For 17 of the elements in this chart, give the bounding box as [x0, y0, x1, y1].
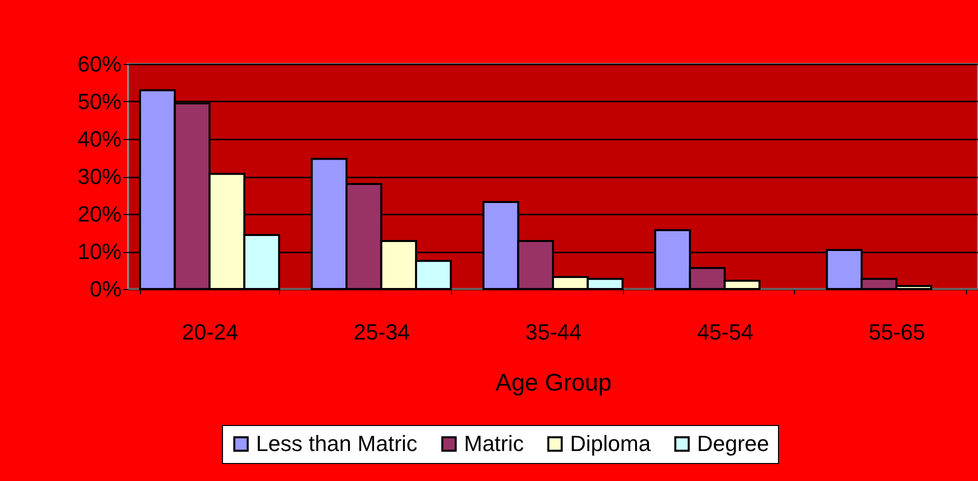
y-tick-label: 20% — [77, 202, 122, 226]
legend-label: Less than Matric — [256, 431, 418, 456]
x-tick-label: 55-65 — [868, 320, 926, 344]
x-tick-label: 45-54 — [697, 320, 754, 344]
y-tick-label: 30% — [77, 164, 122, 189]
legend-label: Degree — [697, 431, 770, 456]
x-tick-label: 35-44 — [525, 320, 582, 344]
legend-label: Diploma — [570, 431, 652, 456]
x-tick-label: 20-24 — [182, 320, 238, 344]
y-tick-label: 10% — [77, 239, 122, 264]
y-tick-label: 40% — [77, 126, 122, 152]
x-tick-label: 25-34 — [354, 320, 410, 344]
y-tick-label: 0% — [90, 276, 122, 302]
y-tick-label: 60% — [77, 52, 122, 76]
x-axis-title: Age Group — [495, 370, 612, 396]
y-tick-label: 50% — [77, 89, 122, 114]
legend-label: Matric — [464, 431, 524, 456]
